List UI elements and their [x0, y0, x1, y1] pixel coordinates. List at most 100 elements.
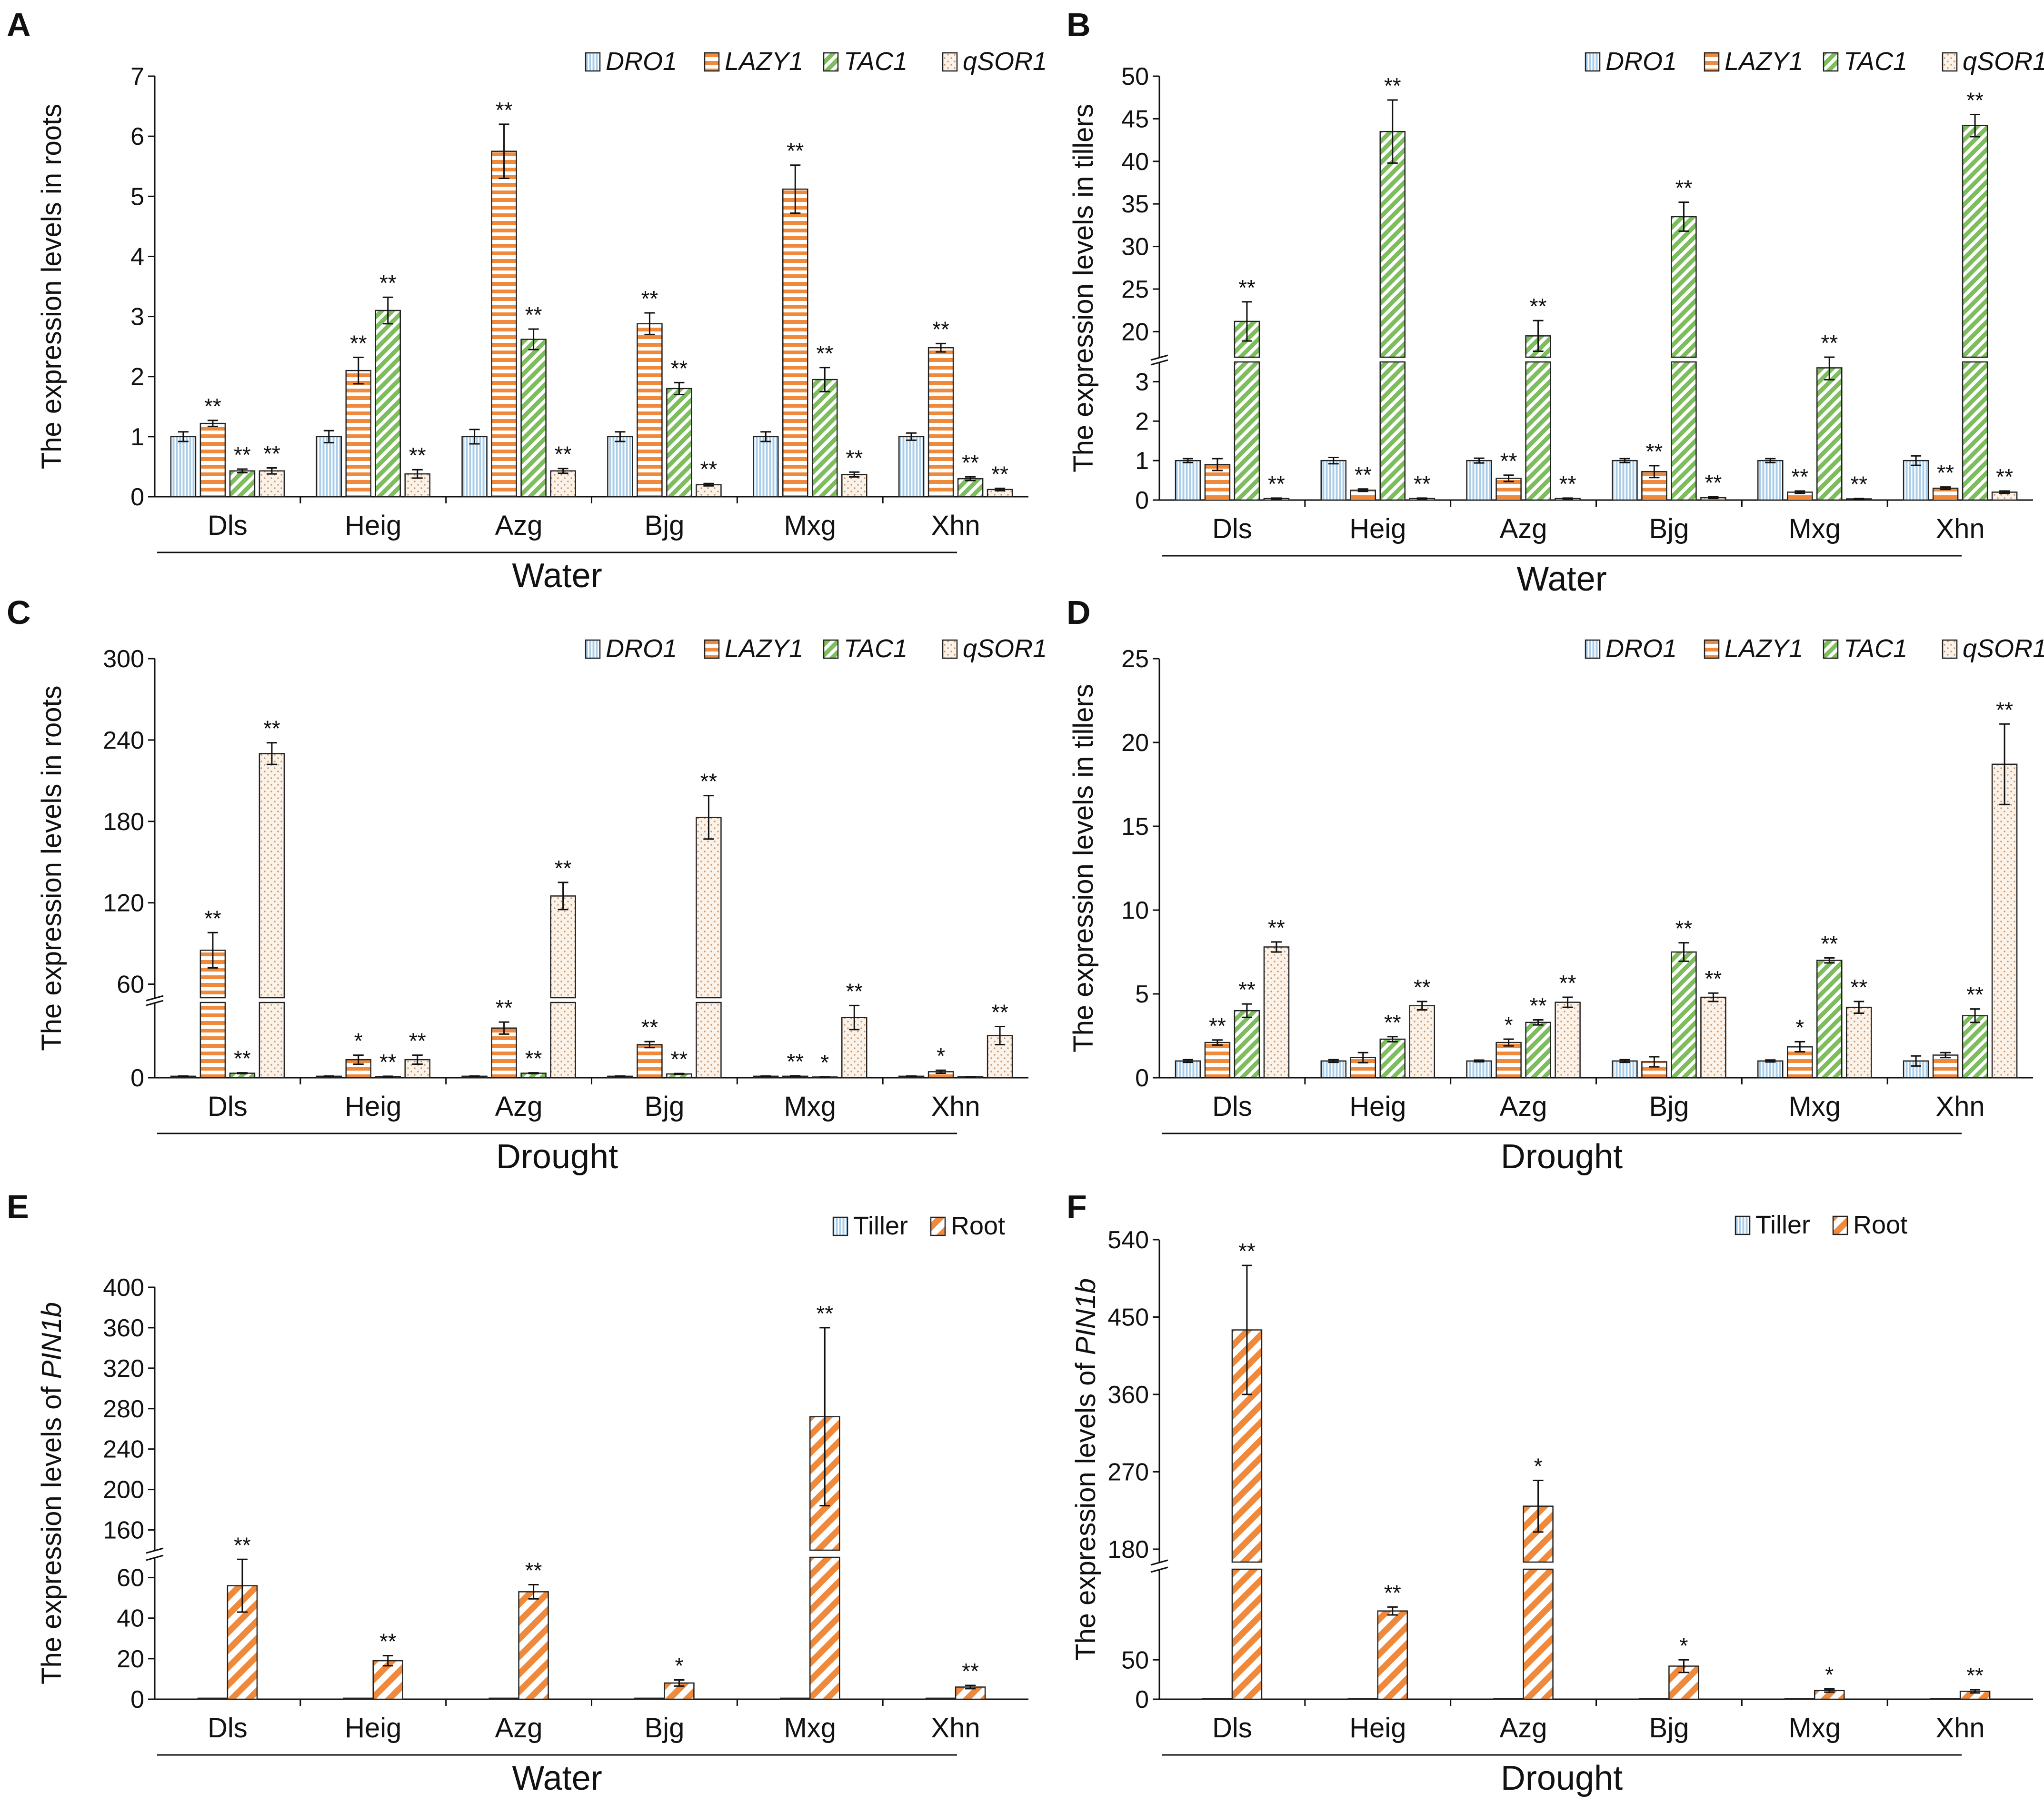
significance-label: **: [496, 98, 513, 122]
significance-label: **: [1705, 470, 1722, 495]
significance-label: **: [1530, 993, 1547, 1018]
significance-label: **: [846, 445, 863, 470]
bar-LAZY1: [1932, 1054, 1959, 1079]
significance-label: **: [641, 1015, 658, 1040]
y-axis-title-gene: PIN1b: [1070, 1278, 1101, 1355]
legend-label-qSOR1: qSOR1: [963, 634, 1047, 663]
significance-label: **: [263, 441, 280, 466]
x-category-label: Azg: [1500, 513, 1547, 544]
significance-label: **: [1966, 982, 1984, 1007]
y-tick-label: 30: [1121, 233, 1149, 261]
legend-label-LAZY1: LAZY1: [1725, 47, 1803, 76]
legend-label-Root: Root: [951, 1212, 1005, 1240]
bar-DRO1: [1612, 460, 1638, 501]
significance-label: **: [1821, 331, 1838, 355]
x-category-label: Mxg: [784, 1091, 836, 1122]
legend-label-DRO1: DRO1: [1605, 47, 1677, 76]
axis-break-mark: [146, 1000, 164, 1006]
significance-label: **: [525, 302, 542, 327]
legend-label-Tiller: Tiller: [853, 1212, 908, 1240]
bar-TAC1-upper: [1379, 130, 1406, 358]
significance-label: *: [1505, 1012, 1513, 1037]
y-tick-label: 0: [130, 1686, 144, 1714]
x-category-label: Heig: [345, 1091, 401, 1122]
y-tick-label: 25: [1121, 645, 1149, 673]
y-axis-title: The expression levels in roots: [36, 685, 67, 1051]
legend-label-Tiller: Tiller: [1755, 1211, 1810, 1239]
bar-Root: [518, 1591, 549, 1700]
x-category-label: Bjg: [645, 1091, 685, 1122]
y-tick-label: 400: [103, 1274, 144, 1302]
x-category-label: Bjg: [1649, 513, 1689, 544]
significance-label: **: [1996, 697, 2013, 722]
bar-TAC1: [812, 379, 838, 498]
significance-label: **: [1268, 471, 1285, 496]
bar-LAZY1: [1204, 1042, 1231, 1079]
panel-C: C 0 60 120 180 240 300 The expression levels i…: [7, 594, 1047, 1176]
panel-E: E 0 20 40 60 160 200 240 280 320 360 400 The expres…: [7, 1188, 1028, 1797]
y-tick-label: 0: [130, 1064, 144, 1092]
significance-label: **: [1821, 931, 1838, 956]
bar-DRO1: [1612, 1060, 1638, 1079]
significance-label: **: [1384, 1010, 1401, 1035]
significance-label: *: [1825, 1662, 1834, 1687]
y-tick-label: 20: [117, 1645, 144, 1673]
y-axis-title: The expression levels of PIN1b: [1070, 1278, 1101, 1661]
significance-label: **: [1966, 88, 1984, 112]
significance-label: **: [1559, 471, 1576, 496]
y-tick-label: 45: [1121, 105, 1149, 133]
legend-swatch-TAC1: [1823, 52, 1839, 72]
significance-label: **: [1791, 464, 1808, 489]
legend-label-TAC1: TAC1: [844, 47, 907, 76]
bar-TAC1: [229, 470, 256, 498]
x-category-label: Heig: [345, 1713, 401, 1744]
legend-label-LAZY1: LAZY1: [725, 634, 803, 663]
significance-label: **: [379, 1629, 397, 1654]
x-category-label: Dls: [208, 1091, 248, 1122]
y-tick-label: 450: [1107, 1303, 1149, 1331]
y-tick-label: 1: [130, 423, 144, 451]
axis-break-mark: [146, 995, 164, 1002]
x-category-label: Dls: [208, 510, 248, 541]
x-category-label: Mxg: [784, 510, 836, 541]
y-tick-label: 20: [1121, 729, 1149, 757]
x-category-label: Azg: [1500, 1713, 1547, 1744]
significance-label: **: [816, 1301, 833, 1326]
significance-label: **: [379, 271, 397, 295]
chart-C: 0 60 120 180 240 300 The expression levels in …: [36, 634, 1047, 1176]
bar-TAC1-upper: [1671, 216, 1697, 358]
significance-label: **: [991, 1000, 1008, 1025]
significance-label: **: [1675, 916, 1693, 941]
bar-DRO1: [607, 436, 633, 498]
bar-DRO1: [1466, 460, 1492, 501]
y-axis-title-text: The expression levels in tillers: [1068, 104, 1099, 472]
bar-DRO1: [1175, 1060, 1201, 1079]
y-tick-label: 5: [130, 183, 144, 210]
bar-Root: [809, 1556, 840, 1700]
legend-swatch-LAZY1: [704, 52, 720, 72]
significance-label: **: [525, 1558, 542, 1583]
significance-label: **: [1705, 966, 1722, 991]
significance-label: **: [1850, 472, 1867, 497]
significance-label: **: [962, 1659, 979, 1684]
y-tick-label: 240: [103, 1436, 144, 1463]
bar-qSOR1-upper: [259, 753, 285, 999]
x-category-label: Azg: [495, 1713, 543, 1744]
bar-LAZY1: [637, 1044, 663, 1079]
x-category-label: Xhn: [1935, 1091, 1984, 1122]
y-axis-title: The expression levels in tillers: [1068, 104, 1099, 472]
significance-label: **: [816, 341, 833, 366]
significance-label: **: [1646, 439, 1663, 464]
axis-break-mark: [1150, 359, 1168, 366]
bar-TAC1: [375, 310, 401, 498]
legend-swatch-LAZY1: [704, 639, 720, 659]
bar-TAC1: [666, 388, 692, 498]
y-axis-title: The expression levels of PIN1b: [36, 1302, 67, 1684]
axis-break-mark: [1150, 1566, 1168, 1573]
y-tick-label: 7: [130, 63, 144, 90]
legend-label-TAC1: TAC1: [1844, 634, 1907, 663]
significance-label: *: [1534, 1453, 1543, 1478]
axis-break-mark: [1150, 1559, 1168, 1566]
bar-TAC1: [1962, 361, 1988, 501]
